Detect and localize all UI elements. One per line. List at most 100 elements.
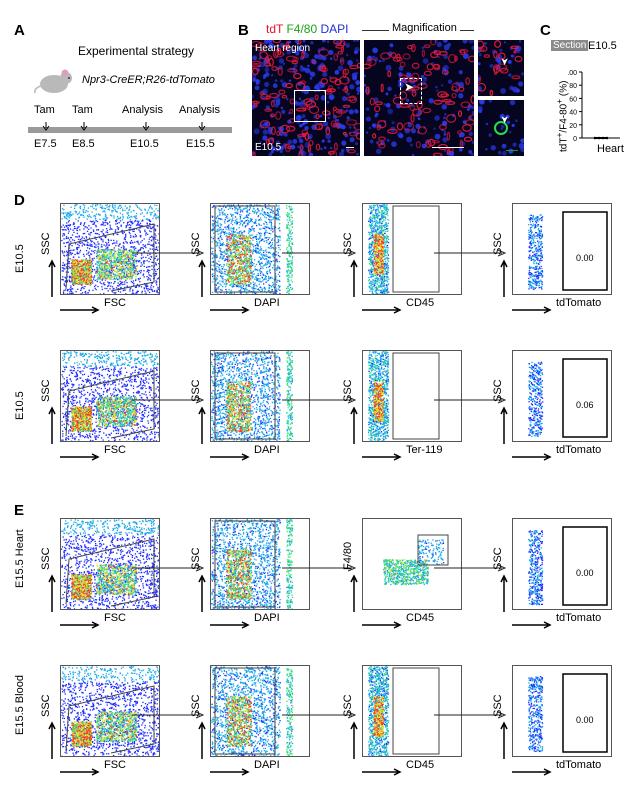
up-arrow-icon (350, 259, 358, 302)
gating-arrow-icon (282, 706, 358, 724)
flow-plot (210, 665, 310, 757)
gating-arrow-icon (434, 559, 508, 577)
scale-bar (506, 150, 518, 151)
right-arrow-icon (362, 301, 402, 319)
flow-plot (210, 350, 310, 442)
x-axis-label: FSC (104, 759, 126, 771)
flow-plot (60, 350, 160, 442)
y-axis-label: SSC (342, 694, 354, 717)
svg-text:40: 40 (569, 110, 577, 117)
down-arrow-icon (142, 118, 150, 136)
x-axis-label: CD45 (406, 612, 434, 624)
svg-text:60: 60 (569, 96, 577, 103)
event-time: E10.5 (130, 138, 159, 150)
event-time: E7.5 (34, 138, 57, 150)
y-axis-label: SSC (492, 547, 504, 570)
flow-plot (210, 203, 310, 295)
x-axis-label: DAPI (254, 759, 280, 771)
y-axis-label: F4/80 (342, 542, 354, 570)
right-arrow-icon (512, 763, 552, 781)
gating-arrow-icon (282, 391, 358, 409)
event-label: Tam (34, 104, 55, 116)
inset-f480: ➤ (478, 100, 524, 156)
flow-plot (210, 518, 310, 610)
flow-plot (60, 665, 160, 757)
right-arrow-icon (210, 301, 250, 319)
x-axis-label: FSC (104, 444, 126, 456)
row-stage-label: E10.5 (14, 244, 26, 273)
channel-tdt: tdT (266, 22, 283, 36)
right-arrow-icon (210, 616, 250, 634)
y-axis-label: SSC (40, 547, 52, 570)
up-arrow-icon (198, 406, 206, 449)
panel-c-chart: 100 80 60 40 20 0 (568, 70, 620, 143)
gate-percentage: 0.06 (576, 400, 594, 410)
svg-text:0: 0 (573, 136, 577, 143)
panel-d-letter: D (14, 192, 25, 209)
up-arrow-icon (350, 721, 358, 764)
y-axis-label: SSC (492, 694, 504, 717)
magnified-micrograph: ➤ (364, 40, 474, 156)
y-axis-label: SSC (40, 694, 52, 717)
flow-plot (362, 203, 462, 295)
y-axis-label: SSC (190, 232, 202, 255)
gating-arrow-icon (132, 706, 206, 724)
event-label: Analysis (179, 104, 220, 116)
x-axis-label: DAPI (254, 612, 280, 624)
event-time: E8.5 (72, 138, 95, 150)
section-badge: Section (551, 40, 589, 51)
flow-plot (362, 518, 462, 610)
right-arrow-icon (512, 448, 552, 466)
gating-arrow-icon (132, 244, 206, 262)
y-axis-label: SSC (40, 232, 52, 255)
x-axis-label: tdTomato (556, 759, 601, 771)
micrograph-stage: E10.5 (255, 142, 281, 153)
magnification-label: Magnification (389, 22, 460, 34)
y-axis-label: SSC (190, 547, 202, 570)
event-label: Tam (72, 104, 93, 116)
panel-c-xlabel: Heart (597, 143, 624, 155)
gating-arrow-icon (132, 559, 206, 577)
right-arrow-icon (512, 616, 552, 634)
right-arrow-icon (60, 301, 100, 319)
right-arrow-icon (362, 616, 402, 634)
up-arrow-icon (198, 721, 206, 764)
down-arrow-icon (42, 118, 50, 136)
up-arrow-icon (500, 721, 508, 764)
x-axis-label: FSC (104, 612, 126, 624)
up-arrow-icon (500, 574, 508, 617)
y-axis-label: SSC (342, 379, 354, 402)
up-arrow-icon (48, 574, 56, 617)
timeline-bar (28, 127, 232, 133)
x-axis-label: CD45 (406, 297, 434, 309)
svg-text:80: 80 (569, 83, 577, 90)
panel-c-letter: C (540, 22, 551, 39)
right-arrow-icon (362, 448, 402, 466)
x-axis-label: Ter-119 (406, 444, 442, 456)
x-axis-label: DAPI (254, 444, 280, 456)
down-arrow-icon (80, 118, 88, 136)
heart-region-micrograph (252, 40, 360, 156)
inset-merge: ➤ (478, 40, 524, 96)
up-arrow-icon (198, 574, 206, 617)
genotype-label: Npr3-CreER;R26-tdTomato (82, 74, 215, 86)
right-arrow-icon (210, 448, 250, 466)
channel-legend: tdT F4/80 DAPI (266, 22, 349, 36)
flow-plot (60, 518, 160, 610)
panel-a-title: Experimental strategy (78, 44, 194, 58)
dashed-zoom-box (400, 78, 422, 104)
up-arrow-icon (198, 259, 206, 302)
channel-f480: F4/80 (286, 22, 317, 36)
event-label: Analysis (122, 104, 163, 116)
heart-region-label: Heart region (255, 43, 310, 54)
flow-plot (362, 350, 462, 442)
arrowhead-icon: ➤ (499, 115, 510, 123)
right-arrow-icon (60, 616, 100, 634)
y-axis-label: SSC (40, 379, 52, 402)
row-stage-label: E15.5 Heart (14, 529, 26, 588)
right-arrow-icon (60, 448, 100, 466)
flow-plot (512, 350, 612, 442)
panel-b-letter: B (238, 22, 249, 39)
flow-plot (512, 203, 612, 295)
gate-percentage: 0.00 (576, 253, 594, 263)
